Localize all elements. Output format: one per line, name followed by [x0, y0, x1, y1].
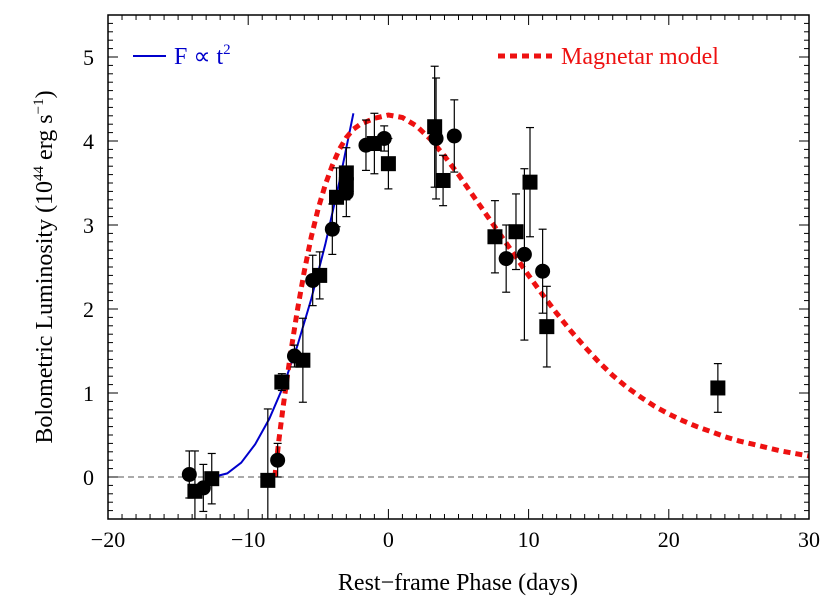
legend: F ∝ t2 Magnetar model [133, 42, 719, 70]
x-tick-label: 10 [518, 527, 540, 552]
data-point-square [366, 136, 382, 152]
x-tick-label: −10 [231, 527, 265, 552]
y-axis-title-close: ) [32, 90, 58, 98]
data-point-square [329, 189, 345, 205]
data-point-square [427, 119, 443, 135]
x-tick-label: −20 [91, 527, 125, 552]
data-point-circle [181, 466, 197, 482]
y-tick-label: 2 [83, 297, 94, 322]
y-axis-title-unit: erg s [32, 114, 58, 166]
y-tick-label: 1 [83, 381, 94, 406]
data-point-square [187, 483, 203, 499]
data-point-square [274, 374, 290, 390]
data-point-square [260, 472, 276, 488]
magnetar-model-curve [272, 112, 809, 478]
data-point-circle [535, 263, 551, 279]
y-axis-title: Bolometric Luminosity (1044 erg s−1) [31, 90, 58, 443]
y-tick-label: 3 [83, 213, 94, 238]
data-point-square [295, 352, 311, 368]
data-point-square [539, 319, 555, 335]
x-axis-title: Rest−frame Phase (days) [338, 570, 578, 596]
legend-magnetar-label: Magnetar model [561, 44, 719, 70]
y-tick-label: 4 [83, 129, 94, 154]
y-axis-title-main: Bolometric Luminosity (10 [32, 181, 58, 444]
data-point-square [338, 177, 354, 193]
x-tick-label: 30 [798, 527, 820, 552]
data-point-square [435, 172, 451, 188]
data-point-circle [324, 221, 340, 237]
data-point-square [204, 471, 220, 487]
y-axis-title-exponent: 44 [31, 165, 47, 181]
data-point-circle [516, 246, 532, 262]
data-point-square [338, 165, 354, 181]
data-point-circle [270, 452, 286, 468]
y-tick-label: 5 [83, 45, 94, 70]
data-point-circle [446, 128, 462, 144]
data-point-square [522, 174, 538, 190]
y-tick-label: 0 [83, 465, 94, 490]
data-point-square [508, 224, 524, 240]
data-point-square [710, 380, 726, 396]
x-tick-label: 0 [383, 527, 394, 552]
data-point-circle [428, 130, 444, 146]
legend-power-law-label: F ∝ t2 [174, 42, 231, 70]
data-point-circle [498, 251, 514, 267]
x-tick-label: 20 [658, 527, 680, 552]
y-axis-title-unit-exponent: −1 [31, 98, 47, 114]
data-point-square [487, 229, 503, 245]
data-point-square [380, 156, 396, 172]
plot-frame [107, 14, 810, 520]
data-point-square [312, 267, 328, 283]
